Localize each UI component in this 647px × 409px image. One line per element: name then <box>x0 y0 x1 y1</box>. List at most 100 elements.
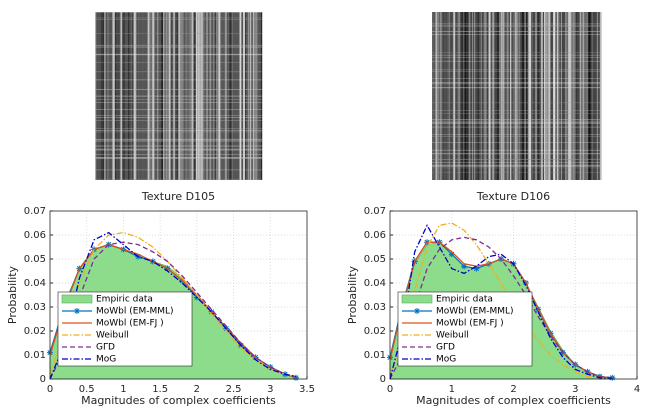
stripe <box>574 12 576 180</box>
stripe <box>432 164 600 166</box>
stripe <box>463 12 464 180</box>
line <box>49 241 297 380</box>
y-tick-label: 0.04 <box>364 278 386 289</box>
y-axis-label: Probability <box>6 265 19 324</box>
stripe <box>432 159 600 160</box>
stripe <box>478 12 480 180</box>
stripe <box>95 12 262 13</box>
legend-label: Empiric data <box>96 295 153 305</box>
stripe <box>432 153 600 154</box>
stripe <box>432 167 600 169</box>
stripe <box>432 171 600 173</box>
x-tick-label: 3 <box>572 384 578 395</box>
stripe <box>95 149 262 150</box>
y-axis-label: Probability <box>346 265 359 324</box>
stripe <box>497 12 499 180</box>
stripe <box>572 12 574 180</box>
stripe <box>432 87 600 88</box>
stripe <box>95 45 262 47</box>
y-tick-label: 0.07 <box>364 206 386 217</box>
stripe <box>432 31 600 32</box>
stripe <box>480 12 482 180</box>
y-tick-label: 0.01 <box>364 350 386 361</box>
stripe <box>464 12 466 180</box>
stripe <box>599 12 602 180</box>
y-tick-label: 0 <box>380 374 386 385</box>
stripe <box>505 12 507 180</box>
stripe <box>473 12 476 180</box>
stripe <box>95 149 262 151</box>
stripe <box>432 57 600 58</box>
legend-label: MoWbl (EM-MML) <box>436 307 514 317</box>
stripe <box>482 12 485 180</box>
stripe <box>432 162 600 163</box>
line <box>389 223 613 380</box>
stripe <box>432 54 600 56</box>
x-tick-label: 4 <box>634 384 640 395</box>
x-tick-label: 0.5 <box>79 384 95 395</box>
marker <box>473 265 480 272</box>
stripe <box>529 12 530 180</box>
y-tick-label: 0.06 <box>24 230 46 241</box>
stripe <box>432 25 600 27</box>
legend-label: GΓD <box>436 343 455 353</box>
stripe <box>558 12 561 180</box>
legend-label: MoWbl (EM-FJ ) <box>436 319 504 329</box>
stripe <box>432 78 600 79</box>
stripe <box>432 119 600 121</box>
stripe <box>95 139 262 141</box>
stripe <box>95 148 262 150</box>
stripe <box>468 12 471 180</box>
stripe <box>437 12 439 180</box>
stripe <box>435 12 438 180</box>
stripe <box>581 12 585 180</box>
stripe <box>432 82 600 83</box>
x-tick-label: 3.5 <box>299 384 315 395</box>
stripe <box>540 12 542 180</box>
legend-label: MoG <box>96 355 116 365</box>
stripe <box>95 79 262 81</box>
legend-label: MoWbl (EM-FJ ) <box>96 319 164 329</box>
stripe <box>500 12 502 180</box>
y-tick-label: 0.02 <box>24 326 46 337</box>
legend-marker <box>414 308 420 314</box>
stripe <box>544 12 546 180</box>
stripe <box>589 12 591 180</box>
y-tick-label: 0.03 <box>24 302 46 313</box>
stripe <box>95 117 262 118</box>
stripe <box>432 23 600 25</box>
stripe <box>432 142 600 143</box>
stripe <box>536 12 538 180</box>
y-tick-label: 0.05 <box>24 254 46 265</box>
stripe <box>584 12 586 180</box>
line <box>49 231 297 380</box>
stripe <box>432 12 434 180</box>
stripe <box>95 95 262 97</box>
stripe <box>95 119 262 121</box>
line <box>389 222 613 380</box>
x-tick-label: 1 <box>120 384 126 395</box>
stripe <box>509 12 512 180</box>
stripe <box>460 12 463 180</box>
stripe <box>446 12 448 180</box>
stripe <box>95 98 262 100</box>
stripe <box>514 12 517 180</box>
stripe <box>449 12 452 180</box>
stripe <box>579 12 581 180</box>
stripe <box>444 12 446 180</box>
stripe <box>95 154 262 155</box>
stripe <box>492 12 494 180</box>
stripe <box>95 141 262 142</box>
legend <box>397 291 533 367</box>
stripe <box>531 12 534 180</box>
stripe <box>582 12 585 180</box>
stripe <box>95 61 262 63</box>
stripe <box>95 178 262 180</box>
stripe <box>453 12 456 180</box>
stripe <box>433 12 435 180</box>
chart-title: Texture D106 <box>476 190 550 203</box>
stripe <box>489 12 492 180</box>
legend-label: MoG <box>436 355 456 365</box>
y-tick-label: 0.03 <box>364 302 386 313</box>
stripe <box>472 12 475 180</box>
